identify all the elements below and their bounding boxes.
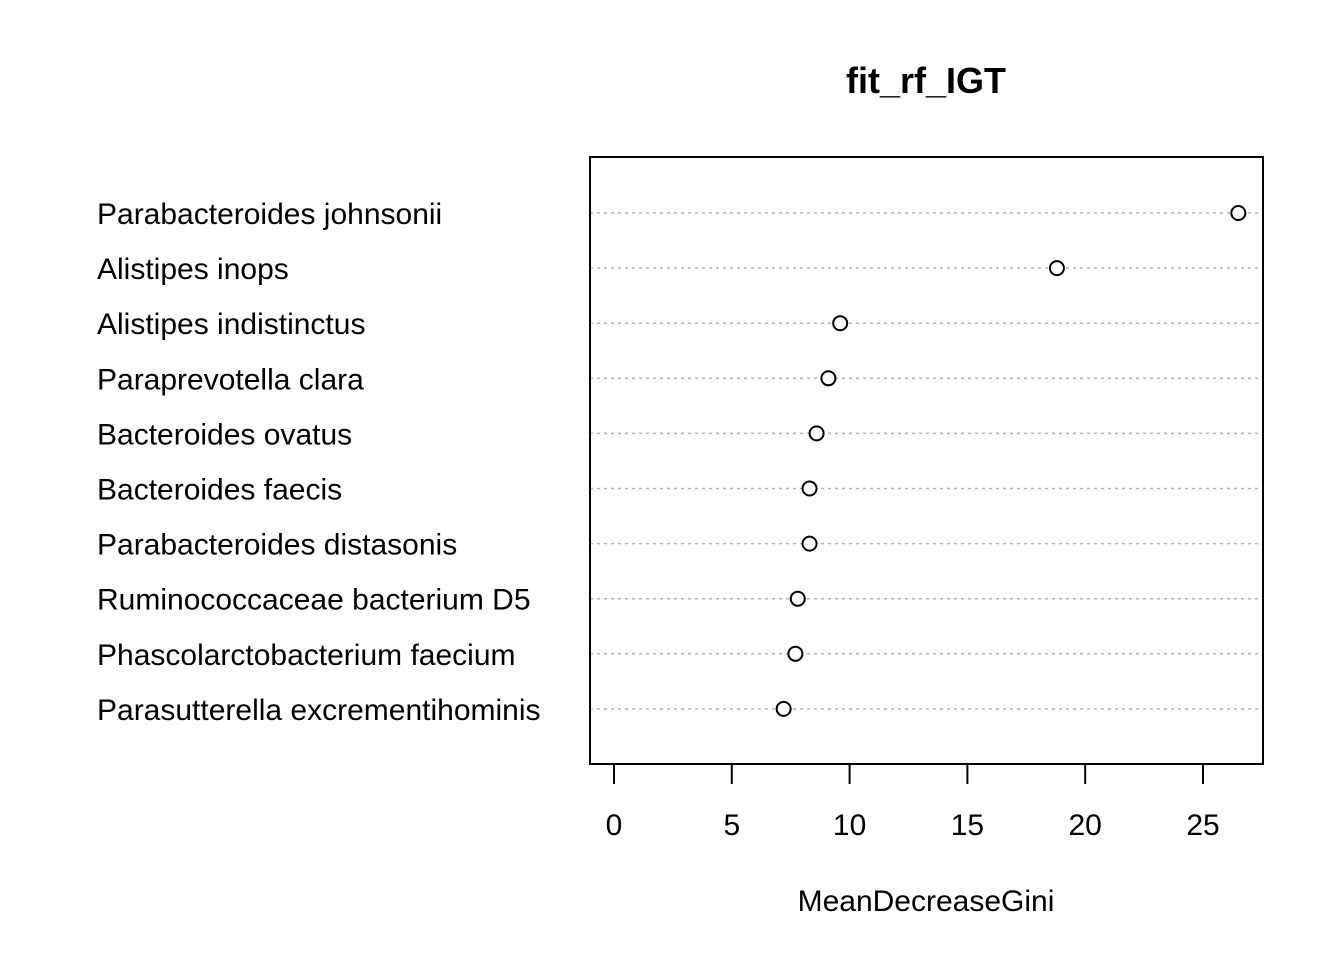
data-point: [801, 480, 818, 497]
data-point: [787, 645, 804, 662]
data-point: [832, 315, 849, 332]
x-tick-label: 10: [833, 809, 866, 842]
category-label: Parasutterella excrementihominis: [97, 694, 541, 727]
data-point: [1230, 205, 1247, 221]
chart-title: fit_rf_IGT: [846, 60, 1006, 101]
guide-lines: [590, 212, 1263, 710]
data-point: [775, 700, 792, 717]
data-point: [808, 425, 825, 442]
category-label: Alistipes inops: [97, 253, 289, 286]
category-label: Bacteroides ovatus: [97, 418, 352, 451]
category-label: Parabacteroides johnsonii: [97, 198, 442, 231]
x-tick-label: 15: [951, 809, 984, 842]
category-label: Paraprevotella clara: [97, 363, 364, 396]
data-points: [775, 205, 1247, 717]
x-axis-ticks: 0 5 10 15 20 25: [606, 764, 1220, 842]
x-tick-label: 5: [723, 809, 740, 842]
data-point: [1048, 260, 1065, 277]
data-point: [820, 370, 837, 387]
x-tick-label: 25: [1186, 809, 1219, 842]
x-axis-label: MeanDecreaseGini: [798, 885, 1055, 918]
category-labels: Parabacteroides johnsonii Alistipes inops…: [97, 198, 541, 727]
category-label: Phascolarctobacterium faecium: [97, 639, 516, 672]
data-point: [789, 590, 806, 607]
x-tick-label: 20: [1069, 809, 1102, 842]
category-label: Parabacteroides distasonis: [97, 529, 457, 562]
category-label: Ruminococcaceae bacterium D5: [97, 584, 531, 617]
x-tick-label: 0: [606, 809, 623, 842]
plot-frame: [589, 156, 1264, 765]
data-point: [801, 535, 818, 552]
category-label: Alistipes indistinctus: [97, 308, 365, 341]
category-label: Bacteroides faecis: [97, 474, 342, 507]
